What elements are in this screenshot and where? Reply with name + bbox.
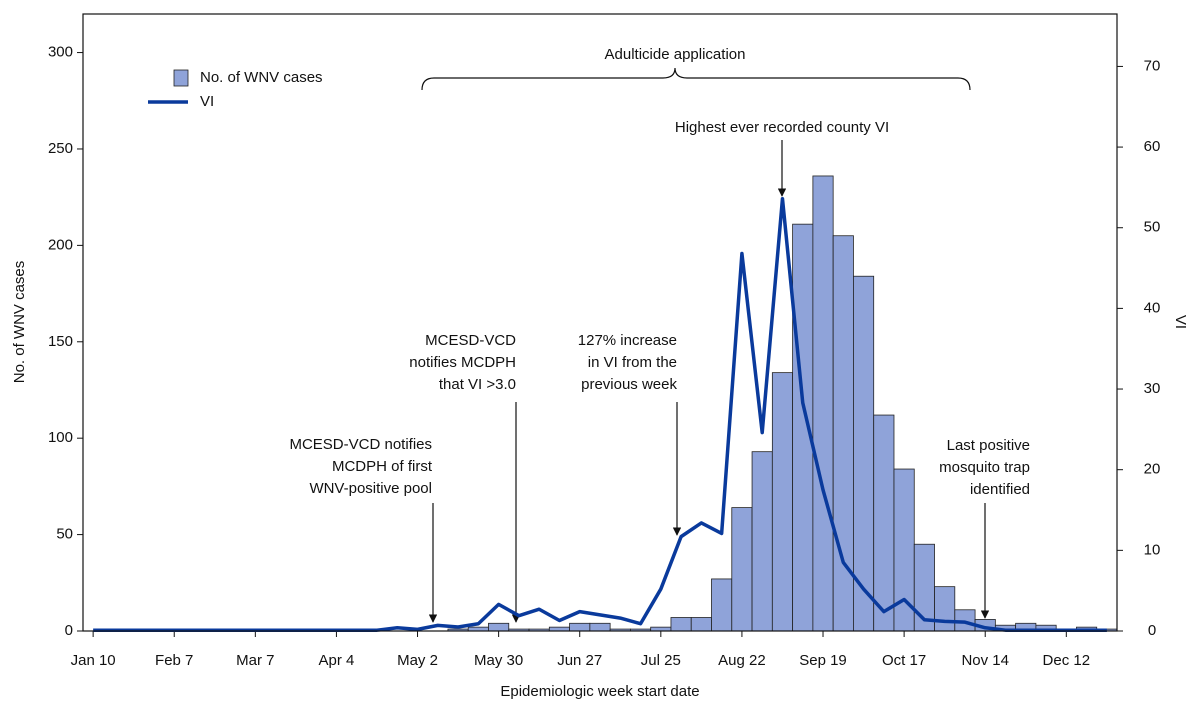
x-tick-label: Sep 19: [799, 652, 847, 669]
x-tick-label: Jan 10: [71, 652, 116, 669]
annotation: Last positive: [947, 437, 1030, 454]
bar: [488, 622, 510, 632]
annotation: MCESD-VCD notifies: [289, 436, 432, 453]
y2-tick-label: 50: [1144, 219, 1161, 236]
y2-tick-label: 40: [1144, 299, 1161, 316]
y-tick-label: 250: [48, 140, 73, 157]
y2-tick-label: 30: [1144, 380, 1161, 397]
legend-label: VI: [200, 93, 214, 110]
y-tick-label: 300: [48, 44, 73, 61]
x-tick-label: May 30: [474, 652, 523, 669]
annotation: MCDPH of first: [332, 458, 433, 475]
y2-tick-label: 0: [1148, 622, 1156, 639]
y-tick-label: 150: [48, 333, 73, 350]
x-axis-label: Epidemiologic week start date: [500, 683, 699, 700]
bar: [771, 372, 794, 632]
annotation: WNV-positive pool: [309, 480, 432, 497]
x-tick-label: Dec 12: [1043, 652, 1091, 669]
annotation: 127% increase: [578, 332, 677, 349]
x-tick-label: May 2: [397, 652, 438, 669]
x-tick-label: Jun 27: [557, 652, 602, 669]
bar: [690, 617, 712, 632]
y-tick-label: 50: [56, 526, 73, 543]
bar: [589, 622, 611, 632]
legend-label: No. of WNV cases: [200, 69, 323, 86]
annotation: that VI >3.0: [439, 376, 516, 393]
plot-frame: [82, 13, 1118, 632]
x-tick-label: Jul 25: [641, 652, 681, 669]
annotation: mosquito trap: [939, 459, 1030, 476]
y2-axis-label: VI: [1172, 315, 1189, 329]
x-tick-label: Oct 17: [882, 652, 926, 669]
y2-tick-label: 20: [1144, 461, 1161, 478]
annotation: in VI from the: [588, 354, 677, 371]
annotation: Adulticide application: [605, 46, 746, 63]
annotation: identified: [970, 481, 1030, 498]
y2-tick-label: 10: [1144, 541, 1161, 558]
x-tick-label: Apr 4: [319, 652, 355, 669]
bar: [873, 414, 895, 632]
legend-swatch: [173, 69, 189, 87]
x-tick-label: Aug 22: [718, 652, 766, 669]
vi-line: [93, 196, 1107, 632]
y2-tick-label: 70: [1144, 57, 1161, 74]
y-tick-label: 200: [48, 236, 73, 253]
bracket: [421, 67, 971, 91]
bar: [934, 586, 956, 632]
annotation: Highest ever recorded county VI: [675, 119, 889, 136]
bar: [711, 578, 733, 632]
y2-tick-label: 60: [1144, 138, 1161, 155]
y-tick-label: 100: [48, 429, 73, 446]
bar: [731, 507, 753, 632]
x-tick-label: Nov 14: [961, 652, 1009, 669]
y-tick-label: 0: [65, 622, 73, 639]
x-tick-label: Feb 7: [155, 652, 193, 669]
annotation: previous week: [581, 376, 677, 393]
bar: [569, 622, 591, 632]
x-tick-label: Mar 7: [236, 652, 274, 669]
y-axis-label: No. of WNV cases: [11, 261, 28, 384]
bar: [751, 451, 773, 632]
annotation: MCESD-VCD: [425, 332, 516, 349]
annotation: notifies MCDPH: [409, 354, 516, 371]
bar: [812, 175, 834, 632]
bar: [670, 617, 692, 632]
